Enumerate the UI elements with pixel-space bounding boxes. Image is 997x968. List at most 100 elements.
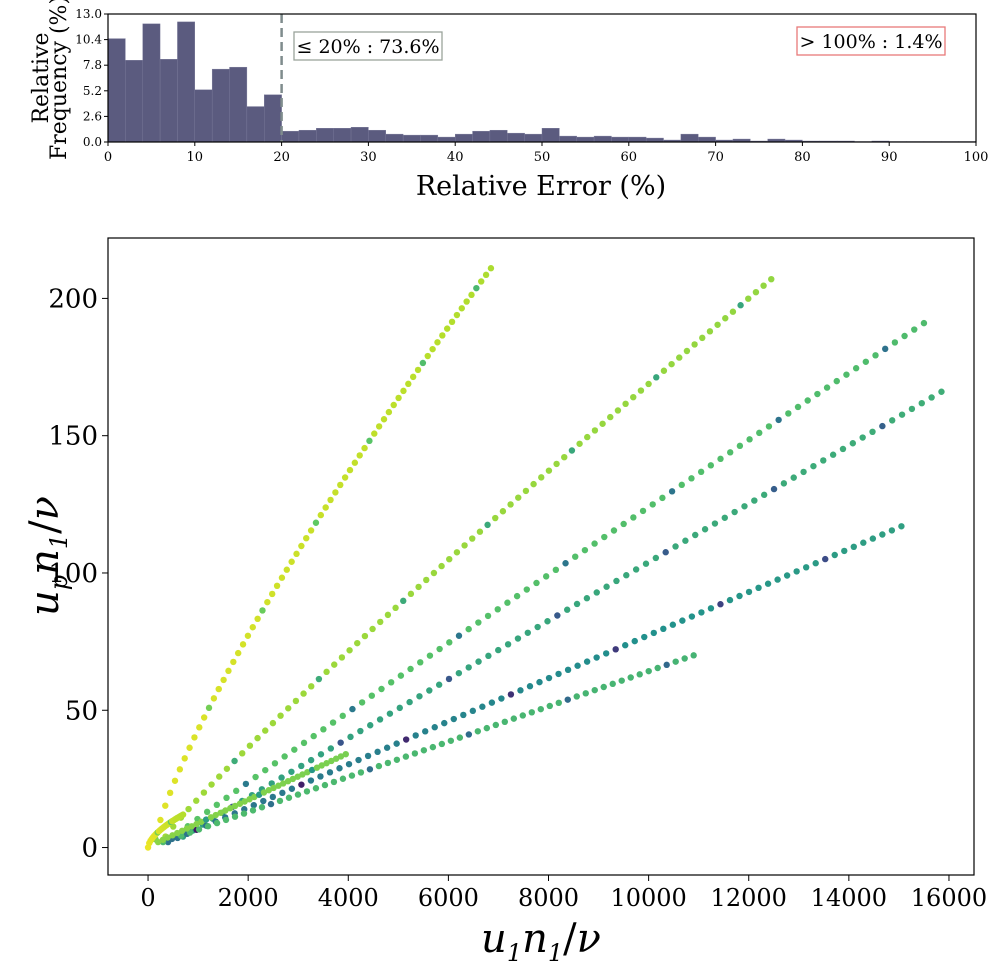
scatter-point bbox=[371, 430, 378, 437]
scatter-point bbox=[465, 625, 472, 633]
scatter-point bbox=[374, 748, 381, 756]
scatter-point bbox=[260, 789, 268, 796]
scatter-point bbox=[760, 491, 768, 499]
scatter-point bbox=[534, 623, 541, 631]
scatter-point bbox=[405, 380, 412, 388]
scatter-point bbox=[174, 829, 181, 837]
scatter-point bbox=[289, 775, 297, 783]
scatter-point bbox=[523, 586, 530, 593]
scatter-point bbox=[572, 553, 579, 560]
scatter-point bbox=[356, 452, 363, 459]
scatter-point bbox=[383, 744, 391, 751]
x-label-nu: ν bbox=[577, 916, 601, 962]
y-label-slash: / bbox=[22, 520, 68, 534]
histogram-bar bbox=[507, 132, 525, 143]
scatter-point bbox=[573, 600, 581, 608]
scatter-point bbox=[522, 487, 530, 495]
scatter-point bbox=[833, 377, 840, 385]
scatter-point bbox=[678, 481, 685, 489]
scatter-point bbox=[303, 788, 311, 795]
scatter-point bbox=[622, 642, 629, 649]
scatter-point bbox=[288, 785, 296, 792]
scatter-point bbox=[278, 774, 285, 781]
scatter-point bbox=[424, 352, 431, 360]
scatter-point bbox=[321, 781, 329, 789]
scatter-point bbox=[681, 655, 688, 662]
scatter-point bbox=[609, 680, 616, 688]
scatter-point bbox=[273, 582, 281, 590]
histogram-bar bbox=[229, 66, 248, 143]
scatter-point bbox=[794, 403, 802, 411]
scatter-point bbox=[369, 625, 376, 633]
scatter-point bbox=[499, 508, 507, 515]
scatter-point bbox=[264, 598, 271, 606]
scatter-point bbox=[463, 298, 470, 305]
scatter-point bbox=[746, 436, 753, 443]
scatter-point bbox=[891, 339, 899, 346]
scatter-point bbox=[690, 652, 697, 659]
scatter-point bbox=[188, 823, 195, 830]
scatter-point bbox=[561, 453, 568, 461]
scatter-point bbox=[879, 531, 886, 538]
scatter-point bbox=[800, 468, 807, 476]
scatter-y-ticks: 0 50 100 150 200 bbox=[48, 284, 108, 864]
scatter-point bbox=[849, 440, 857, 447]
scatter-point bbox=[599, 420, 606, 427]
scatter-point bbox=[364, 752, 372, 760]
scatter-point bbox=[207, 814, 215, 821]
scatter-point bbox=[564, 666, 572, 674]
scatter-point bbox=[337, 481, 344, 489]
scatter-point bbox=[755, 584, 762, 592]
threshold-annotation: ≤ 20% : 73.6% bbox=[293, 31, 443, 61]
scatter-point bbox=[812, 560, 819, 567]
scatter-point bbox=[269, 590, 276, 598]
scatter-point bbox=[820, 457, 827, 464]
scatter-point bbox=[507, 691, 515, 698]
scatter-point bbox=[660, 367, 668, 374]
scatter-point bbox=[841, 547, 848, 555]
scatter-point bbox=[774, 576, 781, 583]
histogram-x-tick-label: 40 bbox=[447, 150, 464, 165]
scatter-point bbox=[717, 601, 724, 608]
threshold-annotation-text: ≤ 20% : 73.6% bbox=[296, 36, 439, 58]
scatter-point bbox=[514, 635, 522, 642]
scatter-point bbox=[390, 401, 397, 409]
scatter-point bbox=[453, 549, 461, 556]
scatter-point bbox=[745, 295, 752, 302]
scatter-point bbox=[368, 692, 376, 699]
scatter-x-tick-label: 10000 bbox=[610, 884, 686, 912]
scatter-point bbox=[528, 709, 535, 716]
scatter-point bbox=[555, 699, 562, 707]
scatter-point bbox=[697, 468, 705, 476]
scatter-point bbox=[422, 728, 429, 735]
x-label-n: n bbox=[522, 916, 548, 962]
histogram-bar bbox=[107, 38, 126, 143]
scatter-point bbox=[446, 555, 453, 563]
histogram-bar bbox=[264, 94, 282, 143]
scatter-point bbox=[649, 501, 656, 508]
scatter-point bbox=[337, 739, 344, 746]
scatter-point bbox=[342, 750, 349, 758]
scatter-point bbox=[328, 757, 335, 765]
scatter-point bbox=[501, 718, 509, 725]
histogram-bar bbox=[194, 89, 213, 143]
histogram-x-tick-label: 80 bbox=[794, 150, 811, 165]
scatter-point bbox=[315, 675, 323, 683]
scatter-point bbox=[672, 658, 679, 665]
scatter-point bbox=[860, 539, 867, 546]
histogram-y-ticks: 0.0 2.6 5.2 7.8 10.4 13.0 bbox=[75, 7, 108, 149]
scatter-point bbox=[375, 762, 383, 770]
scatter-point bbox=[323, 760, 330, 767]
scatter-point bbox=[346, 647, 353, 654]
scatter-point bbox=[889, 417, 896, 424]
scatter-point bbox=[707, 462, 715, 469]
scatter-point bbox=[513, 592, 521, 600]
scatter-point bbox=[642, 560, 650, 567]
scatter-point bbox=[205, 704, 213, 712]
scatter-point bbox=[441, 719, 448, 727]
scatter-point bbox=[602, 650, 610, 657]
scatter-point bbox=[407, 590, 415, 598]
histogram-bar bbox=[125, 60, 143, 143]
scatter-point bbox=[810, 462, 817, 470]
scatter-x-tick-label: 4000 bbox=[318, 884, 379, 912]
